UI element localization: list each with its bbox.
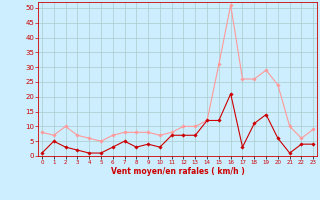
X-axis label: Vent moyen/en rafales ( km/h ): Vent moyen/en rafales ( km/h ) (111, 167, 244, 176)
